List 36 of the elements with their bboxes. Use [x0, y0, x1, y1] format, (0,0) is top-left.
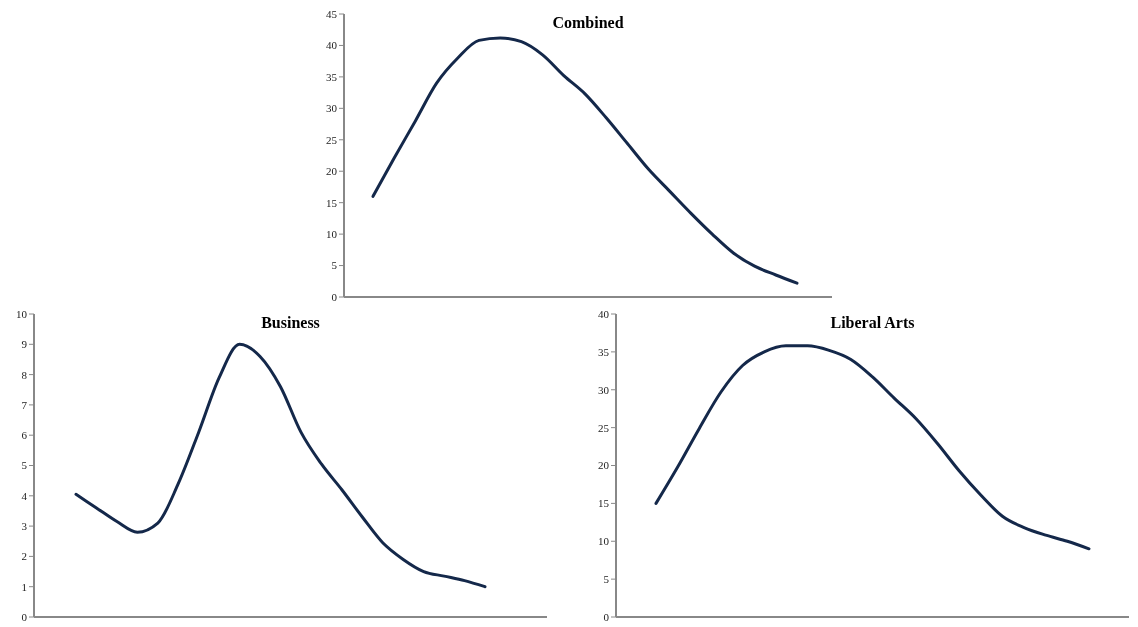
y-tick-label: 15 [326, 196, 338, 209]
line-series [371, 36, 799, 285]
y-tick-label: 25 [598, 421, 610, 434]
y-tick-label: 10 [16, 307, 28, 320]
y-tick-label: 35 [326, 70, 338, 83]
chart-title: Business [260, 314, 321, 332]
y-tick-label: 25 [326, 133, 338, 146]
y-tick-label: 45 [326, 7, 338, 20]
y-tick-label: 5 [603, 573, 610, 586]
y-tick-label: 0 [21, 610, 28, 623]
y-tick-label: 2 [21, 550, 27, 563]
y-tick-label: 3 [21, 520, 28, 533]
y-tick-label: 40 [598, 307, 610, 320]
chart-title: Combined [551, 14, 625, 32]
y-tick-label: 20 [598, 459, 610, 472]
y-tick-label: 5 [21, 459, 28, 472]
y-tick-label: 20 [326, 165, 338, 178]
y-tick-label: 9 [21, 338, 28, 351]
y-tick-label: 30 [598, 383, 610, 396]
y-tick-label: 0 [331, 290, 338, 303]
line-series [654, 344, 1091, 551]
y-tick-label: 7 [21, 398, 28, 411]
y-tick-label: 10 [326, 228, 338, 241]
y-tick-label: 10 [598, 535, 610, 548]
y-tick-label: 8 [21, 368, 28, 381]
y-tick-label: 0 [603, 610, 610, 623]
y-tick-label: 6 [21, 429, 28, 442]
y-tick-label: 40 [326, 39, 338, 52]
y-tick-label: 5 [331, 259, 338, 272]
line-series [74, 342, 487, 589]
y-tick-label: 15 [598, 497, 610, 510]
y-tick-label: 30 [326, 102, 338, 115]
y-tick-label: 1 [21, 580, 27, 593]
y-tick-label: 4 [21, 489, 28, 502]
y-tick-label: 35 [598, 345, 610, 358]
chart-title: Liberal Arts [829, 314, 916, 332]
